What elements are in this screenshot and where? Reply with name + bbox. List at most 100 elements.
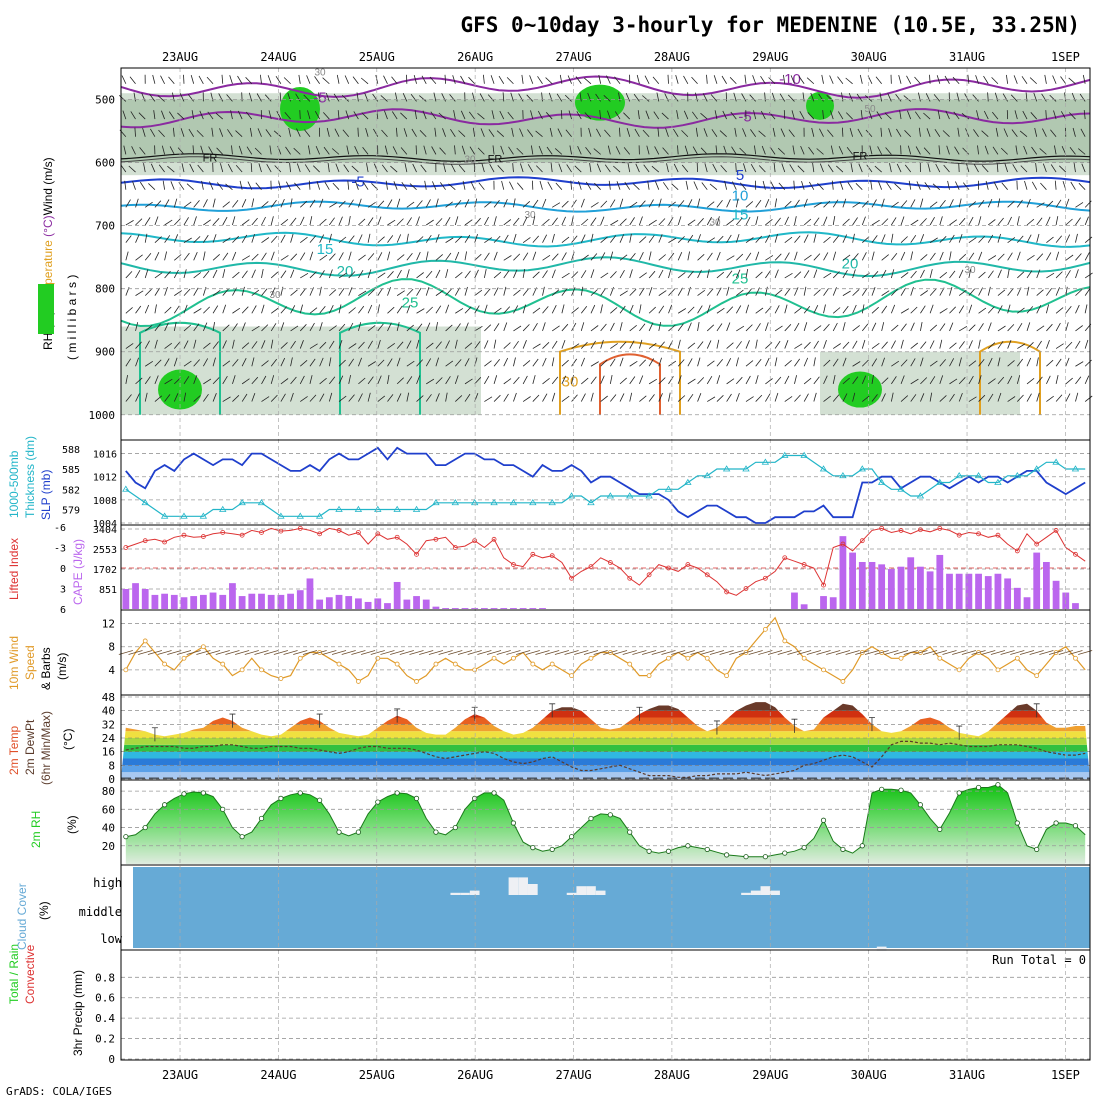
wind-barb	[900, 200, 908, 208]
thickness-marker	[277, 512, 285, 519]
wind-barb	[714, 110, 718, 120]
wind-barb-10m	[341, 650, 356, 655]
wind-barb	[1022, 110, 1028, 120]
wind-barb	[174, 254, 182, 261]
wind-barb	[780, 128, 786, 137]
wind-barb	[846, 147, 853, 155]
wind-speed-marker	[627, 661, 633, 667]
wind-barb	[722, 110, 727, 120]
wind-barb	[125, 343, 134, 349]
wind-barb	[329, 289, 337, 296]
wind-barb	[773, 163, 776, 173]
wind-barb	[196, 130, 204, 138]
wind-barb	[861, 339, 866, 349]
wind-barb	[455, 236, 462, 243]
wind-barb	[958, 269, 964, 279]
wind-barb	[629, 376, 636, 385]
wind-barb	[299, 200, 308, 208]
cape-bar	[180, 597, 188, 609]
li-tick-label: -3	[54, 544, 66, 555]
wind-barb	[232, 235, 239, 243]
wind-barb	[211, 127, 214, 137]
wind-barb-10m	[923, 650, 938, 655]
thickness-marker	[296, 512, 304, 519]
precip-ylabel-2: Convective	[23, 944, 37, 1004]
wind-barb	[571, 216, 574, 226]
rh-legend-swatch	[38, 284, 54, 334]
wind-barb-10m	[1039, 650, 1054, 655]
wind-barb	[1046, 304, 1049, 314]
thickness-marker	[916, 492, 925, 499]
wind-barb	[793, 180, 795, 190]
wind-barb	[1029, 77, 1037, 85]
wind-barb	[299, 252, 306, 261]
wind-barb	[1084, 236, 1093, 243]
wind-barb	[765, 218, 773, 226]
wind-barb	[581, 254, 589, 261]
wind-barb	[920, 218, 927, 226]
wind-barb	[929, 237, 938, 243]
wind-barb	[503, 198, 508, 208]
wind-barb	[798, 76, 805, 84]
wind-barb	[648, 286, 653, 296]
wind-barb	[561, 375, 567, 385]
cape-bar	[471, 608, 479, 609]
wind-barb	[610, 358, 616, 367]
wind-barb	[875, 76, 882, 85]
wind-barb	[173, 269, 179, 279]
wind-barb	[290, 325, 299, 332]
wind-barb	[968, 288, 976, 296]
wind-barb	[900, 272, 909, 279]
wind-barb	[1026, 270, 1033, 279]
wind-barb	[222, 216, 228, 226]
wind-barb	[357, 127, 359, 137]
wind-barb	[526, 94, 534, 102]
wind-barb	[212, 234, 217, 243]
wind-speed-marker	[549, 661, 555, 667]
wind-barb	[406, 376, 413, 385]
date-label-bottom: 28AUG	[654, 1068, 690, 1082]
wind-barb	[939, 251, 944, 261]
thickness-marker	[180, 512, 188, 519]
wind-barb	[755, 358, 762, 367]
wind-barb	[461, 145, 466, 155]
wind-barb	[554, 148, 563, 155]
wind-barb	[266, 164, 272, 173]
wind-barb	[135, 198, 139, 208]
thickness-marker	[412, 505, 421, 512]
wind-barb	[402, 93, 408, 102]
wind-barb	[531, 145, 534, 155]
wind-barb	[697, 377, 705, 385]
wind-barb	[619, 341, 627, 349]
cape-bar	[374, 598, 382, 609]
wind-barb	[590, 304, 596, 314]
wind-barb	[984, 145, 989, 155]
wind-barb-10m	[467, 650, 482, 655]
pressure-tick-label: 900	[95, 346, 115, 359]
wind-barb	[396, 357, 401, 367]
wind-barb	[1000, 147, 1008, 155]
rh2m-marker	[685, 843, 691, 849]
wind-barb	[396, 269, 402, 279]
wind-barb	[987, 322, 992, 332]
li-marker	[666, 565, 671, 571]
date-label-top: 30AUG	[851, 50, 887, 64]
wind-barb	[506, 77, 514, 85]
wind-barb	[1033, 92, 1038, 102]
wind-barb	[662, 182, 669, 190]
cloud-bar	[469, 890, 480, 895]
wind-barb	[852, 304, 857, 314]
li-marker	[569, 575, 574, 581]
wind-barb	[319, 341, 327, 349]
wind-barb-10m	[1058, 650, 1073, 655]
wind-barb-10m	[680, 650, 695, 655]
precip-tick-label: 0	[108, 1053, 115, 1066]
wind-barb	[697, 198, 701, 208]
wind-barb	[687, 199, 693, 208]
wind-barb	[222, 237, 231, 243]
wind-barb	[125, 394, 132, 402]
wind-barb	[173, 198, 178, 208]
wind-barb	[935, 163, 941, 173]
wind-barb	[268, 110, 272, 120]
wind-barb	[830, 110, 834, 120]
